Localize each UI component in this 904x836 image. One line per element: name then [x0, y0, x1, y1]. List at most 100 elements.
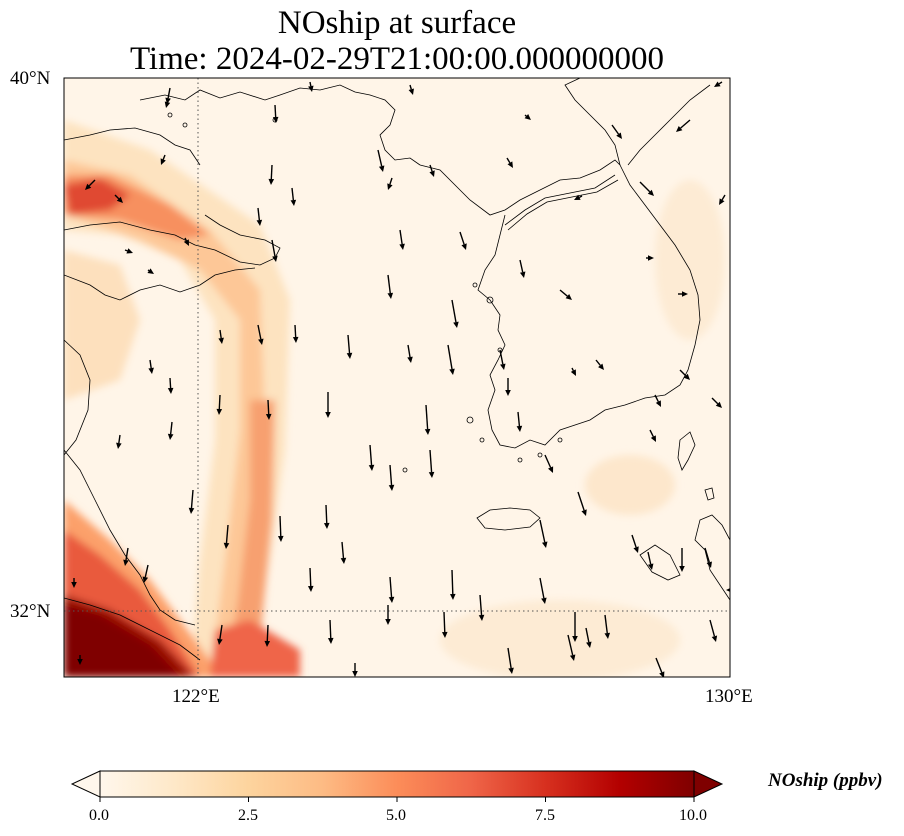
wind-arrow [649, 429, 656, 442]
wind-arrow [377, 149, 385, 172]
lon-label-130e: 130°E [705, 686, 753, 707]
wind-arrow [264, 624, 271, 647]
wind-arrow [257, 324, 264, 345]
wind-arrow [574, 194, 583, 200]
wind-arrow [340, 541, 347, 564]
wind-arrow [183, 237, 189, 246]
wind-arrow [459, 231, 467, 250]
wind-arrow [519, 259, 526, 278]
wind-arrow [142, 564, 149, 583]
wind-arrow [124, 248, 133, 254]
colorbar-tick-10: 10.0 [679, 807, 707, 824]
wind-arrow [218, 329, 224, 344]
wind-arrow [223, 524, 230, 549]
wind-arrow [325, 392, 331, 418]
wind-arrow [387, 177, 393, 190]
wind-arrow [71, 578, 77, 588]
wind-arrow [428, 449, 435, 478]
wind-arrow [719, 194, 726, 205]
wind-vectors [71, 81, 730, 677]
wind-arrow [216, 394, 223, 415]
lat-label-40n: 40°N [10, 68, 51, 89]
wind-arrow [611, 124, 622, 139]
wind-arrow [505, 378, 511, 396]
wind-arrow [570, 367, 576, 376]
wind-arrow [352, 663, 358, 677]
wind-arrow [292, 324, 299, 343]
wind-arrow [385, 605, 391, 625]
wind-arrow [265, 399, 272, 420]
lat-label-32n: 32°N [10, 601, 51, 622]
colorbar-tick-0: 0.0 [89, 807, 109, 824]
wind-arrow [441, 611, 448, 638]
wind-arrow [726, 588, 730, 592]
wind-arrow [424, 404, 431, 435]
wind-arrow [327, 619, 334, 644]
wind-arrow [188, 489, 195, 514]
wind-arrow [167, 421, 174, 440]
wind-arrow [676, 119, 691, 132]
wind-arrow [307, 567, 314, 592]
wind-arrow [704, 547, 712, 568]
wind-arrow [709, 619, 718, 642]
wind-arrow [323, 504, 330, 529]
wind-arrow [77, 655, 83, 665]
wind-arrow [167, 377, 174, 394]
wind-arrow [116, 434, 122, 449]
colorbar-min-extend [70, 770, 101, 798]
wind-arrow [678, 291, 688, 297]
wind-arrow [407, 344, 413, 363]
wind-arrow [559, 289, 572, 300]
wind-arrow [595, 359, 604, 370]
map-subtitle-time: Time: 2024-02-29T21:00:00.000000000 [129, 41, 665, 77]
colorbar-tick-2-5: 2.5 [238, 807, 258, 824]
wind-arrow [647, 551, 654, 570]
wind-arrow [572, 612, 578, 642]
wind-arrow [655, 657, 665, 677]
wind-arrow [577, 491, 587, 516]
wind-arrow [447, 344, 455, 375]
wind-arrow [429, 164, 435, 177]
wind-arrow [368, 444, 375, 471]
wind-arrow [160, 154, 166, 165]
wind-arrow [524, 114, 531, 120]
wind-arrow [544, 454, 554, 473]
wind-arrow [450, 569, 456, 600]
concentration-field [64, 78, 730, 677]
wind-arrow [714, 81, 723, 87]
wind-arrow [217, 624, 223, 645]
wind-arrow [271, 239, 278, 262]
wind-arrow [388, 464, 395, 491]
wind-arrow [85, 179, 96, 190]
gridlines [64, 78, 730, 677]
wind-arrow [539, 577, 547, 604]
wind-arrow [290, 187, 297, 206]
wind-arrow [507, 647, 514, 674]
wind-arrow [604, 614, 611, 639]
wind-arrow [148, 359, 154, 374]
wind-arrow [387, 274, 394, 299]
wind-arrow [654, 394, 661, 407]
wind-arrow [123, 547, 129, 566]
wind-arrow [711, 397, 722, 408]
wind-arrow [679, 548, 685, 572]
coastlines [64, 78, 730, 661]
wind-arrow [256, 207, 263, 226]
wind-arrow [147, 268, 154, 274]
wind-arrow [346, 334, 353, 359]
wind-arrow [478, 594, 485, 621]
wind-arrow [506, 157, 513, 168]
wind-arrow [516, 411, 523, 432]
map-frame [63, 77, 731, 678]
wind-arrow [567, 634, 576, 661]
wind-arrow [164, 99, 171, 108]
wind-arrow [277, 515, 284, 542]
wind-arrow [451, 299, 459, 328]
lon-label-122e: 122°E [172, 686, 220, 707]
colorbar-label: NOship (ppbv) [768, 770, 883, 791]
wind-arrow [585, 627, 592, 648]
wind-arrow [539, 519, 548, 548]
map-title: NOship at surface [277, 5, 517, 41]
wind-arrow [399, 229, 405, 250]
